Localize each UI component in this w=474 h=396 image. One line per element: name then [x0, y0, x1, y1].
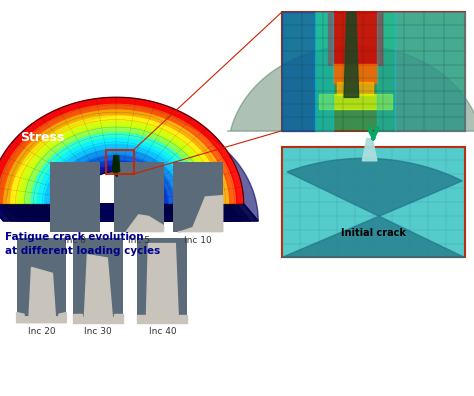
Polygon shape	[64, 160, 168, 204]
Polygon shape	[33, 204, 214, 221]
Polygon shape	[44, 143, 189, 204]
Polygon shape	[57, 154, 175, 204]
Polygon shape	[328, 12, 383, 65]
Polygon shape	[344, 12, 359, 97]
Polygon shape	[41, 204, 206, 221]
Text: Inc 10: Inc 10	[184, 236, 212, 245]
Text: Inc 40: Inc 40	[148, 327, 176, 336]
Polygon shape	[126, 215, 164, 232]
Polygon shape	[0, 103, 237, 204]
Bar	[114, 162, 164, 232]
Polygon shape	[0, 97, 244, 204]
Polygon shape	[73, 314, 123, 323]
Polygon shape	[29, 267, 55, 317]
Polygon shape	[113, 156, 120, 171]
Polygon shape	[0, 204, 258, 221]
Polygon shape	[36, 137, 196, 204]
Polygon shape	[48, 204, 199, 221]
Polygon shape	[84, 255, 112, 317]
Polygon shape	[282, 158, 465, 257]
Polygon shape	[282, 12, 315, 131]
Polygon shape	[63, 204, 184, 221]
Polygon shape	[333, 64, 377, 83]
Polygon shape	[315, 12, 333, 131]
Polygon shape	[395, 12, 465, 131]
Polygon shape	[55, 204, 191, 221]
Polygon shape	[178, 196, 223, 232]
Bar	[73, 238, 123, 323]
Polygon shape	[377, 12, 395, 131]
Polygon shape	[70, 204, 177, 221]
Bar	[282, 147, 465, 257]
Polygon shape	[4, 204, 244, 221]
Bar	[137, 238, 187, 323]
Polygon shape	[319, 94, 392, 109]
Polygon shape	[26, 204, 221, 221]
Polygon shape	[155, 204, 258, 221]
Polygon shape	[337, 82, 373, 95]
Polygon shape	[9, 114, 223, 204]
Text: Stress: Stress	[20, 131, 64, 144]
Text: Inc 0: Inc 0	[64, 236, 86, 245]
Polygon shape	[30, 131, 202, 204]
Polygon shape	[137, 315, 187, 323]
Polygon shape	[71, 166, 162, 204]
Text: Inc 5: Inc 5	[128, 236, 150, 245]
Polygon shape	[362, 139, 377, 161]
Bar	[17, 238, 66, 323]
Text: Inc 30: Inc 30	[84, 327, 112, 336]
Polygon shape	[78, 204, 169, 221]
Bar	[282, 12, 465, 131]
Polygon shape	[0, 204, 92, 221]
Polygon shape	[23, 126, 210, 204]
Polygon shape	[18, 204, 228, 221]
Polygon shape	[50, 149, 182, 204]
Polygon shape	[0, 204, 251, 221]
Bar	[106, 150, 134, 174]
Text: Initial crack: Initial crack	[341, 228, 406, 238]
Polygon shape	[113, 156, 118, 177]
Polygon shape	[0, 97, 258, 221]
Polygon shape	[2, 109, 230, 204]
Text: Inc 20: Inc 20	[27, 327, 55, 336]
Polygon shape	[146, 244, 178, 317]
Polygon shape	[17, 312, 66, 323]
Bar	[50, 162, 100, 232]
Polygon shape	[16, 120, 216, 204]
Polygon shape	[11, 204, 236, 221]
Bar	[173, 162, 223, 232]
Text: Fatigue crack evolution
at different loading cycles: Fatigue crack evolution at different loa…	[5, 232, 160, 256]
